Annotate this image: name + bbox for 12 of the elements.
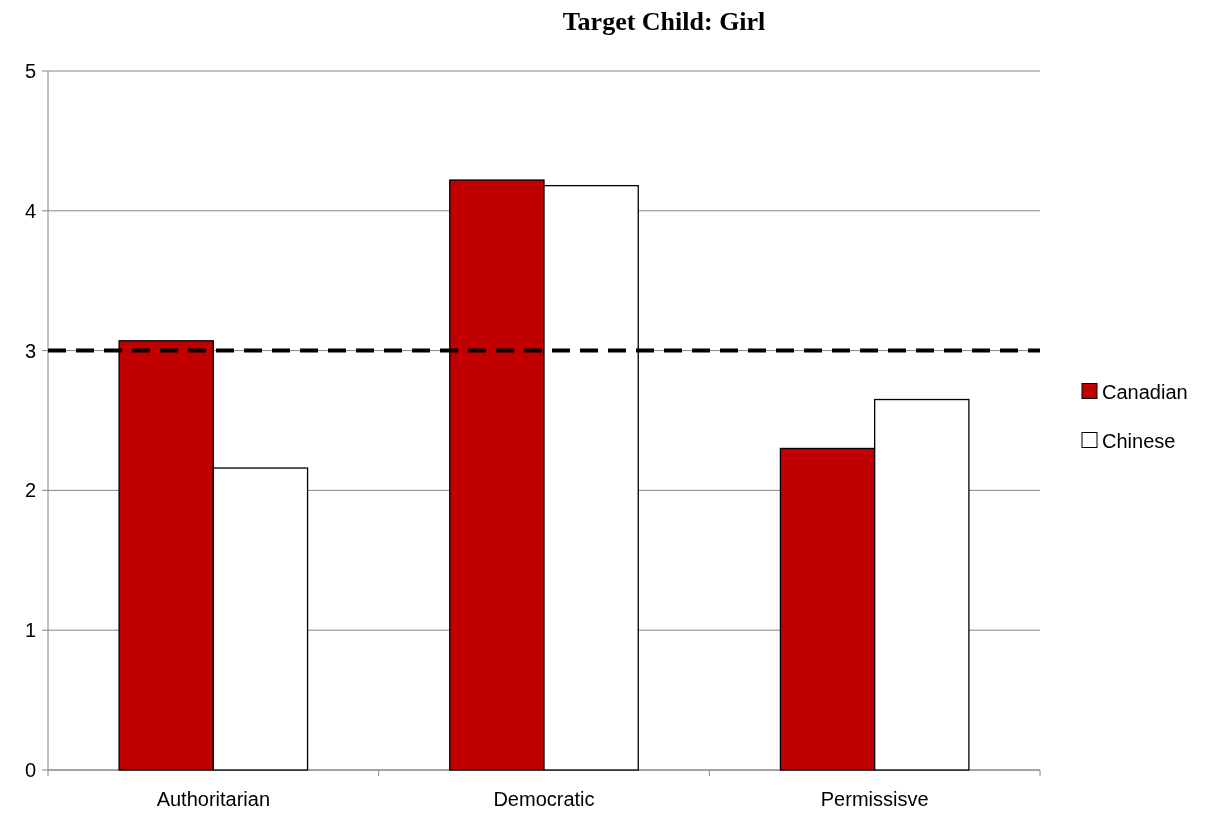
y-tick-label: 3 [24, 339, 36, 362]
x-tick-label: Authoritarian [156, 788, 271, 810]
y-tick-label: 4 [24, 199, 36, 222]
y-tick-label: 1 [24, 619, 36, 642]
y-tick-label: 2 [24, 479, 36, 502]
chart-title: Target Child: Girl [562, 7, 766, 36]
x-tick-label: Democratic [493, 788, 595, 810]
y-tick-label: 5 [24, 60, 36, 82]
legend-label: Chinese [1102, 429, 1176, 452]
y-tick-label: 0 [24, 759, 36, 781]
x-tick-label: Permissisve [820, 788, 929, 810]
legend-label: Canadian [1102, 380, 1188, 403]
